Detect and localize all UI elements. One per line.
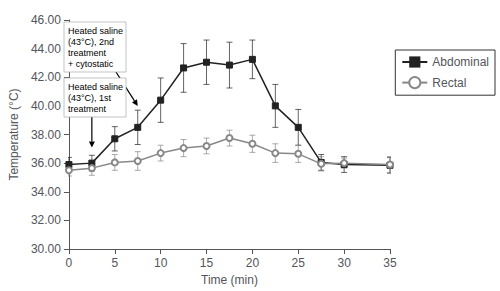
svg-text:0: 0 [66, 256, 73, 270]
svg-text:44.00: 44.00 [31, 42, 61, 56]
svg-text:40.00: 40.00 [31, 99, 61, 113]
svg-text:Temperature (°C): Temperature (°C) [7, 88, 21, 180]
svg-text:5: 5 [111, 256, 118, 270]
svg-text:15: 15 [200, 256, 214, 270]
svg-text:34.00: 34.00 [31, 185, 61, 199]
svg-text:treatment: treatment [68, 104, 107, 114]
svg-text:Heated saline: Heated saline [68, 82, 123, 92]
svg-text:42.00: 42.00 [31, 70, 61, 84]
svg-text:30: 30 [337, 256, 351, 270]
svg-text:30.00: 30.00 [31, 242, 61, 256]
svg-text:20: 20 [246, 256, 260, 270]
svg-text:36.00: 36.00 [31, 156, 61, 170]
svg-text:Rectal: Rectal [432, 76, 466, 90]
svg-text:25: 25 [292, 256, 306, 270]
svg-text:Heated saline: Heated saline [68, 26, 123, 36]
svg-text:32.00: 32.00 [31, 213, 61, 227]
svg-text:46.00: 46.00 [31, 13, 61, 27]
svg-text:Time (min): Time (min) [201, 273, 258, 287]
svg-text:10: 10 [154, 256, 168, 270]
svg-text:(43°C), 1st: (43°C), 1st [68, 93, 112, 103]
svg-text:+ cytostatic: + cytostatic [68, 59, 114, 69]
svg-text:treatment: treatment [68, 48, 107, 58]
svg-text:38.00: 38.00 [31, 128, 61, 142]
svg-text:(43°C), 2nd: (43°C), 2nd [68, 37, 114, 47]
svg-text:35: 35 [383, 256, 397, 270]
svg-text:Abdominal: Abdominal [432, 55, 489, 69]
